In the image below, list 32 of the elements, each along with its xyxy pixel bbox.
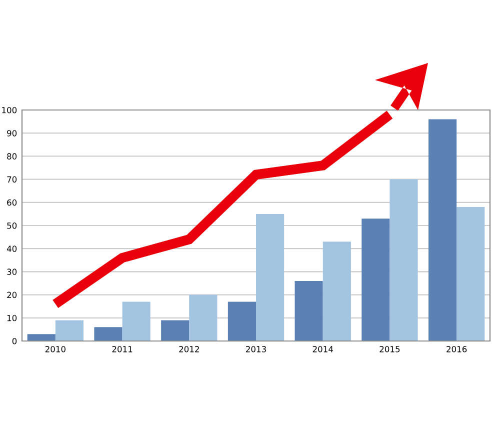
x-tick-label: 2013 xyxy=(246,346,266,352)
y-tick-label: 100 xyxy=(2,106,17,114)
bar xyxy=(189,294,218,341)
y-tick-label: 60 xyxy=(7,199,17,206)
bar xyxy=(362,218,390,341)
bar xyxy=(428,119,457,341)
bar xyxy=(55,320,84,341)
y-tick-label: 70 xyxy=(7,176,17,183)
bar xyxy=(294,280,323,341)
y-tick-label: 0 xyxy=(12,338,17,344)
bar xyxy=(94,327,122,341)
x-tick-label: 2010 xyxy=(45,346,66,352)
x-tick-label: 2012 xyxy=(179,346,199,352)
y-tick-label: 80 xyxy=(7,153,17,160)
y-tick-label: 10 xyxy=(7,314,17,322)
bar xyxy=(322,242,351,341)
y-tick-label: 90 xyxy=(7,130,17,136)
y-tick-label: 40 xyxy=(6,246,17,252)
x-tick-label: 2014 xyxy=(312,346,333,352)
x-tick-label: 2015 xyxy=(380,346,400,352)
bar xyxy=(256,214,284,341)
y-tick-label: 30 xyxy=(7,268,17,275)
bar xyxy=(390,179,418,341)
y-tick-label: 50 xyxy=(7,222,17,229)
y-tick-label: 20 xyxy=(7,292,17,298)
bar xyxy=(456,207,485,341)
bar xyxy=(122,302,150,341)
x-tick-label: 2011 xyxy=(112,346,132,352)
bar xyxy=(228,302,256,341)
x-tick-label: 2016 xyxy=(446,346,467,352)
bar xyxy=(27,334,56,341)
bar xyxy=(161,320,190,341)
